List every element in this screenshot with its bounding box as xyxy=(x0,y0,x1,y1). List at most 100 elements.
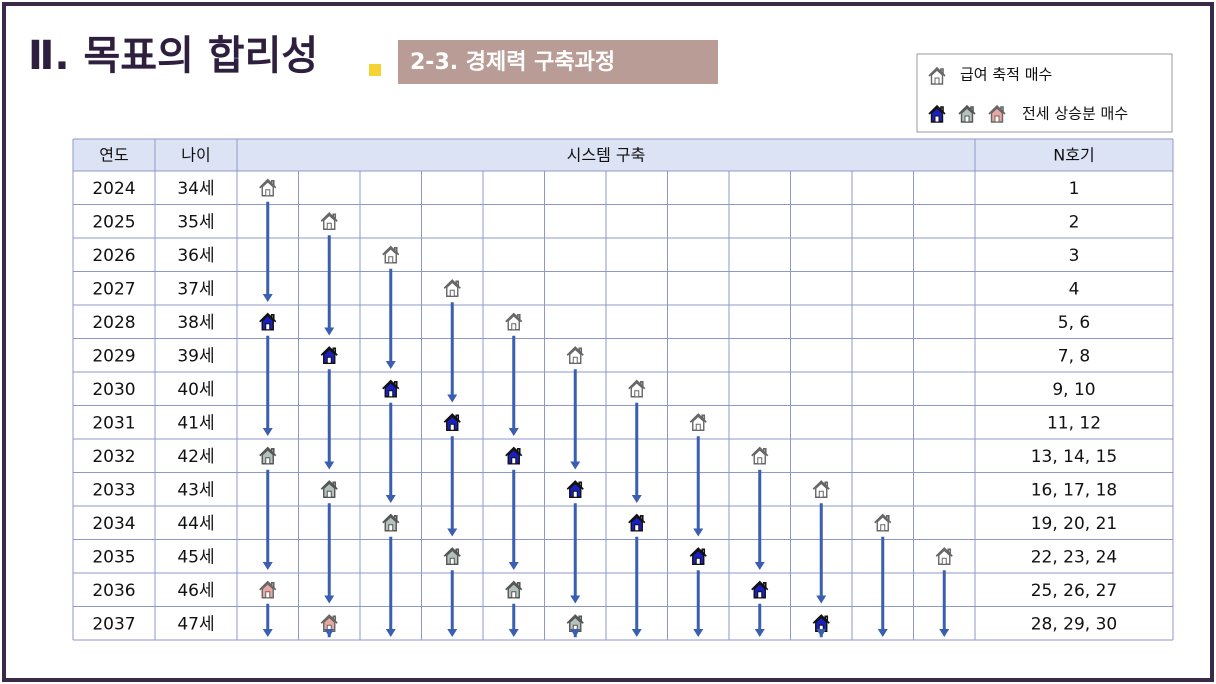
cell: 46세 xyxy=(177,581,214,601)
arrow-head xyxy=(693,629,704,637)
house-roof xyxy=(259,580,277,591)
cell: 37세 xyxy=(177,279,214,299)
arrow-head xyxy=(693,528,704,537)
house-body xyxy=(930,69,944,85)
house-body xyxy=(384,515,397,532)
house-body xyxy=(261,448,274,465)
house-body xyxy=(507,448,520,465)
cell: 2037 xyxy=(92,614,135,634)
cell: 4 xyxy=(1069,279,1080,299)
house-roof xyxy=(928,104,946,115)
cell: 42세 xyxy=(177,447,214,467)
house-icon xyxy=(958,104,976,123)
house-body xyxy=(630,515,643,532)
house-door xyxy=(511,323,517,331)
house-door xyxy=(572,356,578,364)
title: Ⅱ. 목표의 합리성 xyxy=(28,33,318,79)
title-dot xyxy=(369,64,381,76)
column-header: 시스템 구축 xyxy=(567,146,646,165)
cell: 2035 xyxy=(92,547,135,567)
house-roof xyxy=(928,66,946,77)
house-roof xyxy=(566,480,584,490)
house-roof xyxy=(689,547,707,557)
house-roof xyxy=(382,245,400,256)
house-body xyxy=(569,482,582,498)
cell: 40세 xyxy=(177,380,214,400)
house-roof xyxy=(751,580,769,591)
house-body xyxy=(261,180,274,197)
arrow-head xyxy=(324,327,335,336)
house-icon xyxy=(566,480,584,498)
house-roof xyxy=(320,346,338,356)
house-body xyxy=(692,549,705,565)
cell: 2024 xyxy=(92,179,135,199)
cell: 9, 10 xyxy=(1052,380,1095,400)
house-door xyxy=(326,356,332,364)
cell: 2033 xyxy=(92,480,135,500)
house-roof xyxy=(443,279,461,289)
header-bg xyxy=(73,139,1173,171)
house-icon xyxy=(320,480,338,498)
legend-label: 전세 상승분 매수 xyxy=(1022,105,1128,123)
house-icon xyxy=(874,513,892,532)
house-icon xyxy=(689,547,707,565)
house-roof xyxy=(320,614,338,624)
column-header: N호기 xyxy=(1053,146,1094,165)
house-icon xyxy=(751,446,769,465)
house-icon xyxy=(320,346,338,364)
cell: 16, 17, 18 xyxy=(1031,480,1118,500)
house-roof xyxy=(259,178,277,189)
house-icon xyxy=(935,547,953,565)
house-body xyxy=(261,582,274,599)
house-door xyxy=(880,524,886,532)
cell: 36세 xyxy=(177,246,214,266)
house-door xyxy=(634,524,640,532)
cell: 38세 xyxy=(177,313,214,333)
house-door xyxy=(326,222,332,230)
house-door xyxy=(572,490,578,498)
house-door xyxy=(934,77,940,85)
section-badge xyxy=(398,40,718,84)
cell: 34세 xyxy=(177,179,214,199)
column-header: 나이 xyxy=(181,146,210,165)
house-roof xyxy=(935,547,953,557)
arrow-head xyxy=(324,595,335,604)
legend-label: 급여 축적 매수 xyxy=(960,66,1052,84)
cell: 13, 14, 15 xyxy=(1031,447,1118,467)
house-door xyxy=(511,457,517,465)
cell: 2027 xyxy=(92,279,135,299)
house-icon xyxy=(628,513,646,532)
house-roof xyxy=(874,513,892,524)
house-roof xyxy=(320,212,338,222)
house-icon xyxy=(259,178,277,197)
house-roof xyxy=(566,614,584,624)
arrow-head xyxy=(385,361,396,369)
cell: 28, 29, 30 xyxy=(1031,614,1118,634)
house-body xyxy=(753,448,766,465)
legend-box xyxy=(916,53,1173,133)
house-door xyxy=(388,390,394,398)
cell: 43세 xyxy=(177,480,214,500)
house-roof xyxy=(988,104,1006,115)
house-door xyxy=(265,591,271,599)
house-roof xyxy=(958,104,976,115)
arrow-head xyxy=(447,629,458,637)
house-icon xyxy=(443,547,461,565)
cell: 25, 26, 27 xyxy=(1031,581,1118,601)
house-body xyxy=(323,616,336,632)
house-icon xyxy=(928,104,946,123)
arrow-head xyxy=(816,595,827,604)
house-icon xyxy=(443,413,461,431)
cell: 44세 xyxy=(177,514,214,534)
house-roof xyxy=(259,446,277,457)
house-door xyxy=(818,490,824,498)
house-door xyxy=(449,423,455,431)
house-door xyxy=(757,457,763,465)
house-door xyxy=(941,557,947,565)
house-roof xyxy=(689,413,707,423)
house-icon xyxy=(382,245,400,264)
arrow-head xyxy=(324,629,335,637)
house-door xyxy=(388,524,394,532)
house-door xyxy=(388,256,394,264)
